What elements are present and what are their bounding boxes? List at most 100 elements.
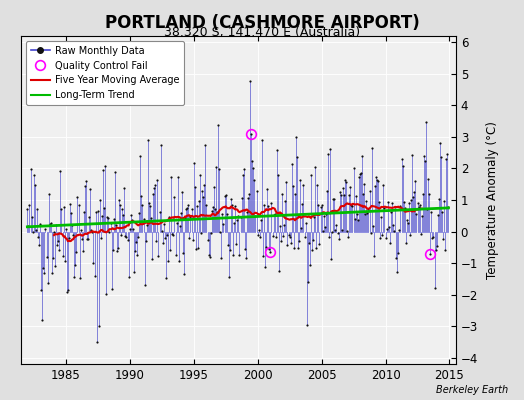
Point bbox=[183, 205, 191, 211]
Point bbox=[305, 261, 314, 268]
Point bbox=[393, 268, 401, 275]
Point bbox=[70, 274, 79, 280]
Point bbox=[234, 213, 243, 219]
Point bbox=[153, 177, 161, 183]
Point bbox=[259, 253, 267, 259]
Point bbox=[274, 172, 282, 178]
Point bbox=[314, 202, 323, 208]
Point bbox=[295, 238, 303, 244]
Point bbox=[221, 193, 229, 199]
Point bbox=[67, 210, 75, 216]
Point bbox=[163, 232, 171, 239]
Point bbox=[365, 188, 374, 194]
Point bbox=[225, 274, 233, 280]
Point bbox=[270, 211, 279, 217]
Point bbox=[399, 199, 408, 205]
Point bbox=[333, 230, 342, 236]
Point bbox=[300, 234, 309, 240]
Point bbox=[359, 191, 367, 198]
Point bbox=[362, 198, 370, 204]
Point bbox=[390, 227, 398, 234]
Point bbox=[288, 161, 296, 168]
Point bbox=[378, 232, 387, 238]
Point bbox=[154, 252, 162, 259]
Point bbox=[90, 272, 99, 279]
Y-axis label: Temperature Anomaly (°C): Temperature Anomaly (°C) bbox=[486, 121, 499, 279]
Point bbox=[209, 204, 217, 210]
Point bbox=[326, 146, 334, 152]
Point bbox=[311, 163, 319, 170]
Point bbox=[360, 180, 368, 187]
Point bbox=[435, 139, 444, 146]
Point bbox=[291, 191, 299, 197]
Point bbox=[29, 172, 38, 178]
Point bbox=[431, 247, 440, 253]
Point bbox=[191, 183, 199, 190]
Point bbox=[179, 250, 187, 256]
Point bbox=[357, 170, 365, 176]
Point bbox=[356, 171, 364, 177]
Point bbox=[137, 193, 146, 199]
Point bbox=[386, 240, 394, 246]
Point bbox=[239, 166, 248, 172]
Point bbox=[268, 233, 277, 240]
Point bbox=[265, 246, 274, 252]
Point bbox=[95, 323, 103, 329]
Point bbox=[111, 169, 119, 176]
Point bbox=[278, 191, 286, 198]
Point bbox=[112, 222, 120, 228]
Point bbox=[296, 177, 304, 183]
Point bbox=[320, 213, 328, 220]
Point bbox=[272, 147, 281, 153]
Point bbox=[346, 183, 355, 190]
Point bbox=[66, 201, 74, 207]
Point bbox=[348, 203, 357, 209]
Point bbox=[442, 156, 451, 162]
Point bbox=[281, 198, 290, 204]
Point bbox=[290, 245, 298, 252]
Point bbox=[23, 206, 31, 212]
Point bbox=[383, 226, 391, 233]
Point bbox=[253, 188, 261, 194]
Point bbox=[200, 182, 209, 188]
Point bbox=[57, 206, 66, 212]
Point bbox=[116, 202, 124, 208]
Point bbox=[376, 235, 385, 242]
Point bbox=[369, 253, 378, 260]
Point bbox=[375, 199, 384, 206]
Point bbox=[388, 200, 396, 206]
Point bbox=[396, 202, 405, 209]
Point bbox=[102, 291, 111, 297]
Point bbox=[368, 223, 377, 229]
Point bbox=[329, 196, 337, 202]
Point bbox=[423, 205, 431, 212]
Point bbox=[189, 237, 197, 243]
Point bbox=[130, 268, 138, 275]
Point bbox=[115, 196, 123, 203]
Point bbox=[262, 244, 270, 250]
Point bbox=[72, 249, 81, 255]
Point bbox=[374, 178, 382, 184]
Point bbox=[289, 183, 297, 189]
Point bbox=[166, 247, 174, 253]
Point bbox=[231, 203, 239, 210]
Point bbox=[78, 236, 86, 242]
Point bbox=[250, 177, 259, 183]
Point bbox=[68, 222, 77, 228]
Point bbox=[43, 280, 52, 286]
Point bbox=[118, 206, 126, 212]
Point bbox=[107, 286, 116, 293]
Point bbox=[71, 261, 80, 268]
Point bbox=[308, 247, 316, 253]
Point bbox=[261, 264, 269, 270]
Point bbox=[233, 217, 242, 223]
Point bbox=[210, 184, 218, 190]
Point bbox=[422, 119, 430, 126]
Point bbox=[222, 192, 230, 199]
Point bbox=[61, 226, 70, 232]
Point bbox=[217, 255, 225, 261]
Point bbox=[215, 166, 223, 172]
Point bbox=[350, 164, 358, 171]
Point bbox=[106, 219, 115, 226]
Point bbox=[327, 256, 335, 262]
